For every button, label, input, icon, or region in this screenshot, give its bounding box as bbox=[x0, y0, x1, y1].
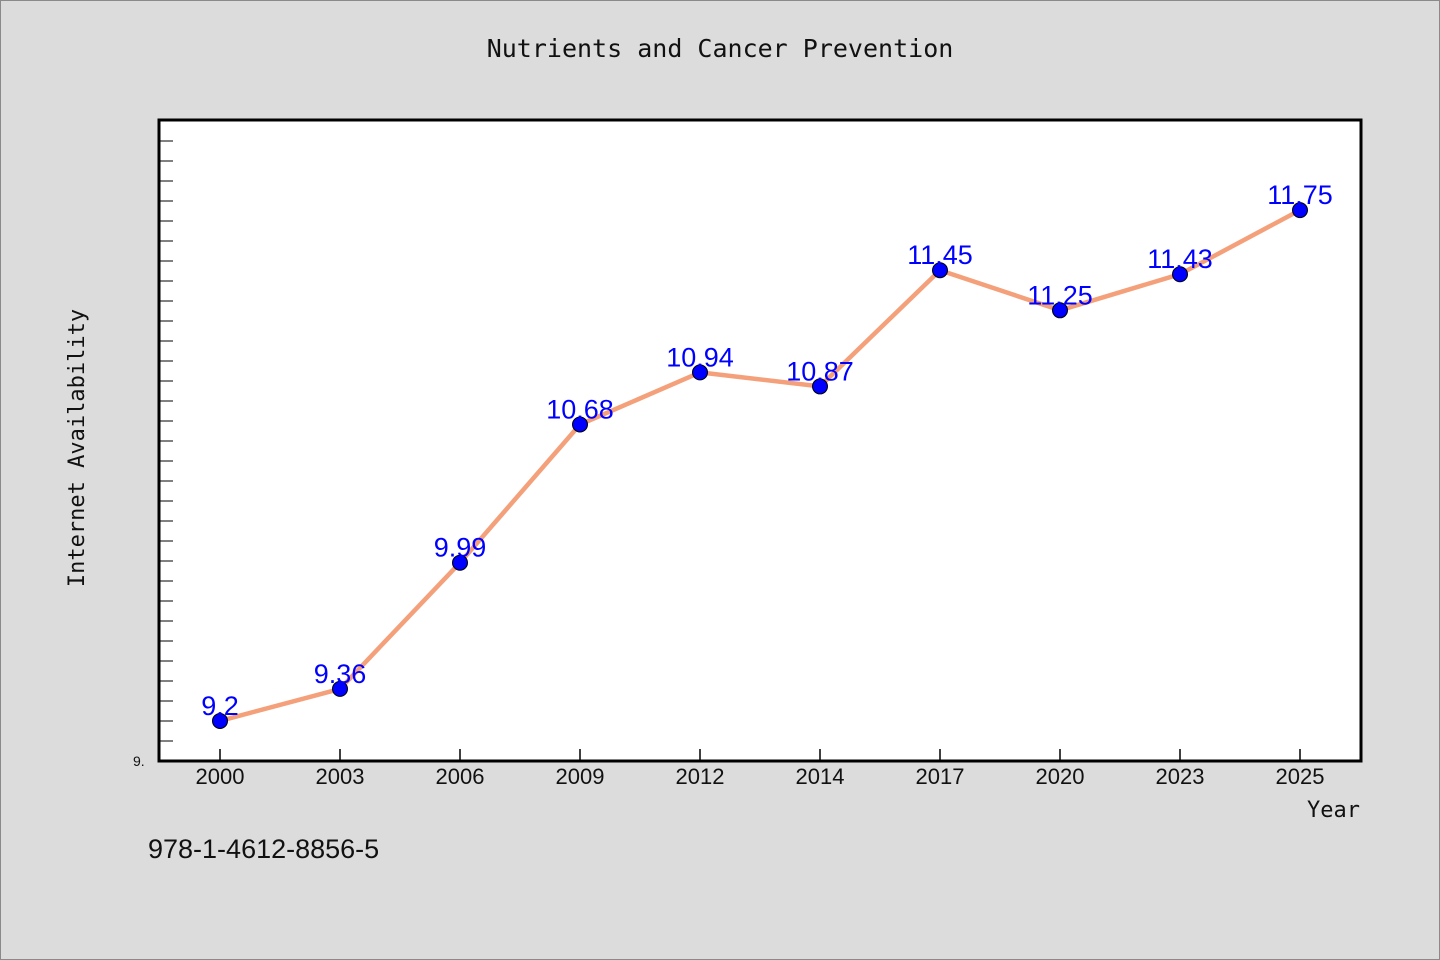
data-point bbox=[932, 262, 948, 279]
x-tick-label: 2003 bbox=[316, 764, 365, 789]
x-tick-label: 2014 bbox=[796, 764, 845, 789]
data-point bbox=[692, 364, 708, 381]
data-label: 10.94 bbox=[666, 342, 734, 372]
series-line bbox=[219, 208, 1302, 724]
x-tick-label: 2006 bbox=[436, 764, 485, 789]
chart-title: Nutrients and Cancer Prevention bbox=[486, 34, 954, 63]
x-tick-label: 2017 bbox=[916, 764, 965, 789]
data-label: 11.75 bbox=[1267, 180, 1333, 210]
data-label: 9.36 bbox=[314, 659, 367, 689]
data-label: 11.43 bbox=[1147, 244, 1213, 274]
x-tick-label: 2009 bbox=[556, 764, 605, 789]
plot-area bbox=[157, 118, 1363, 763]
data-label: 10.68 bbox=[546, 394, 614, 424]
data-point bbox=[332, 680, 348, 697]
x-tick-label: 2025 bbox=[1276, 764, 1325, 789]
x-tick-label: 2023 bbox=[1156, 764, 1205, 789]
x-tick-label: 2012 bbox=[676, 764, 725, 789]
data-label: 9.99 bbox=[434, 533, 487, 563]
data-label: 9.2 bbox=[201, 691, 239, 721]
markers bbox=[212, 202, 1308, 729]
y-minor-ticks bbox=[159, 140, 173, 742]
x-tick-label: 2000 bbox=[196, 764, 245, 789]
x-axis-label: Year bbox=[1307, 798, 1360, 823]
data-label: 10.87 bbox=[786, 356, 854, 386]
data-point bbox=[572, 416, 588, 433]
data-point bbox=[1052, 302, 1068, 319]
data-label: 11.25 bbox=[1027, 280, 1093, 310]
x-tick-label: 2020 bbox=[1036, 764, 1085, 789]
isbn-text: 978-1-4612-8856-5 bbox=[148, 834, 380, 864]
y-axis-label: Internet Availability bbox=[65, 309, 90, 587]
data-point bbox=[452, 554, 468, 571]
data-point bbox=[1292, 202, 1308, 219]
data-point bbox=[1172, 266, 1188, 283]
data-point bbox=[812, 378, 828, 395]
x-ticks: 2000 2003 2006 2009 2012 2014 2017 2020 2023 2025 bbox=[196, 749, 1325, 789]
data-label: 11.45 bbox=[907, 240, 973, 270]
y-tick-label: 9. bbox=[133, 753, 145, 769]
data-labels: 9.2 9.36 9.99 10.68 10.94 10.87 11.45 11.25 11.4… bbox=[201, 180, 1333, 721]
data-point bbox=[212, 712, 228, 729]
